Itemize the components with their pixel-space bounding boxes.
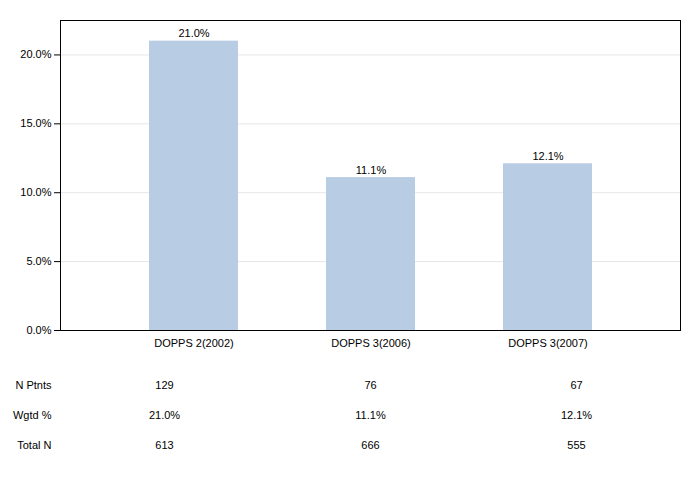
svg-text:0.0%: 0.0% <box>26 324 51 336</box>
svg-text:10.0%: 10.0% <box>20 186 51 198</box>
svg-text:555: 555 <box>567 439 585 451</box>
svg-text:Total N: Total N <box>17 439 51 451</box>
svg-text:129: 129 <box>155 379 173 391</box>
svg-text:15.0%: 15.0% <box>20 117 51 129</box>
svg-text:666: 666 <box>361 439 379 451</box>
svg-text:5.0%: 5.0% <box>26 255 51 267</box>
svg-text:76: 76 <box>364 379 376 391</box>
svg-text:12.1%: 12.1% <box>532 150 563 162</box>
svg-text:DOPPS 3(2006): DOPPS 3(2006) <box>331 337 410 349</box>
svg-text:11.1%: 11.1% <box>356 164 387 176</box>
svg-text:613: 613 <box>155 439 173 451</box>
svg-text:20.0%: 20.0% <box>20 48 51 60</box>
svg-text:21.0%: 21.0% <box>149 409 180 421</box>
svg-text:21.0%: 21.0% <box>178 27 209 39</box>
svg-text:DOPPS 2(2002): DOPPS 2(2002) <box>154 337 233 349</box>
svg-text:Wgtd %: Wgtd % <box>13 409 52 421</box>
svg-text:DOPPS 3(2007): DOPPS 3(2007) <box>508 337 587 349</box>
svg-text:N Ptnts: N Ptnts <box>15 379 52 391</box>
svg-text:67: 67 <box>570 379 582 391</box>
svg-text:12.1%: 12.1% <box>561 409 592 421</box>
svg-text:11.1%: 11.1% <box>355 409 386 421</box>
